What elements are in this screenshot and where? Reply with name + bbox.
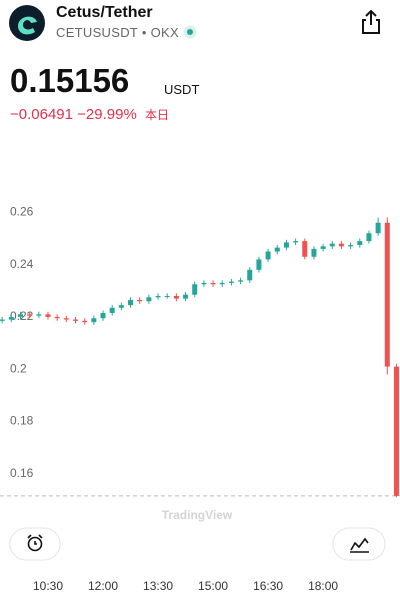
candle-body [45, 314, 51, 317]
pair-title: Cetus/Tether [56, 4, 153, 21]
candle-body [17, 314, 23, 317]
candle-body [265, 251, 271, 260]
candle-body [109, 307, 115, 313]
candle-body [348, 245, 354, 247]
alarm-button[interactable] [9, 527, 61, 561]
y-tick-label: 0.2 [10, 361, 27, 375]
chart-style-button[interactable] [332, 527, 386, 561]
x-tick-label: 16:30 [253, 579, 283, 593]
change-percent: −29.99% [77, 106, 137, 123]
candle-body [375, 222, 381, 234]
candle-body [238, 280, 244, 282]
candle-body [155, 296, 161, 298]
candle-body [36, 314, 42, 316]
candle-body [27, 314, 33, 316]
price-unit: USDT [164, 82, 200, 97]
change-row: −0.06491 −29.99% 本日 [10, 106, 169, 123]
candle-body [201, 282, 207, 285]
candle-body [164, 296, 170, 297]
y-tick-label: 0.24 [10, 257, 34, 271]
candle-body [54, 316, 60, 319]
candle-body [311, 248, 317, 257]
candle-body [283, 242, 289, 248]
y-tick-label: 0.18 [10, 414, 34, 428]
candle-body [274, 247, 280, 252]
coin-logo [9, 5, 45, 41]
candle-body [228, 281, 234, 283]
candle-body [384, 222, 390, 367]
candle-body [302, 241, 308, 257]
candle-body [183, 294, 189, 299]
candle-body [293, 241, 299, 243]
x-tick-label: 13:30 [143, 579, 173, 593]
y-tick-label: 0.26 [10, 204, 34, 218]
candle-body [128, 299, 134, 306]
candle-body [210, 282, 216, 285]
candle-body [118, 305, 124, 308]
candle-body [192, 284, 198, 295]
candle-body [357, 241, 363, 245]
candle-body [8, 316, 14, 320]
symbol: CETUSUSDT [56, 25, 138, 40]
watermark: TradingView [162, 508, 233, 522]
candle-body [0, 319, 5, 321]
candle-body [256, 259, 262, 270]
candle-body [338, 243, 344, 247]
candle-body [219, 282, 225, 285]
candle-body [393, 366, 399, 496]
candle-body [63, 318, 69, 320]
pair-subtitle: CETUSUSDT • OKX [56, 25, 197, 40]
change: −0.06491 [10, 106, 73, 123]
period: 本日 [144, 108, 169, 122]
candle-body [247, 269, 253, 281]
exchange: OKX [150, 25, 179, 40]
x-tick-label: 15:00 [198, 579, 228, 593]
x-tick-label: 10:30 [33, 579, 63, 593]
candle-body [146, 297, 152, 302]
candle-body [366, 233, 372, 242]
y-tick-label: 0.16 [10, 466, 34, 480]
price: 0.15156 [10, 62, 130, 99]
candle-body [320, 246, 326, 249]
candle-body [91, 318, 97, 323]
candle-body [73, 319, 79, 321]
candle-body [100, 313, 106, 319]
x-tick-label: 12:00 [88, 579, 118, 593]
candle-body [82, 320, 88, 323]
x-tick-label: 18:00 [308, 579, 338, 593]
separator: • [141, 25, 147, 40]
candle-body [173, 296, 179, 299]
candle-body [329, 243, 335, 247]
status-dot [183, 25, 197, 39]
candle-body [137, 299, 143, 302]
share-button[interactable] [358, 8, 384, 36]
